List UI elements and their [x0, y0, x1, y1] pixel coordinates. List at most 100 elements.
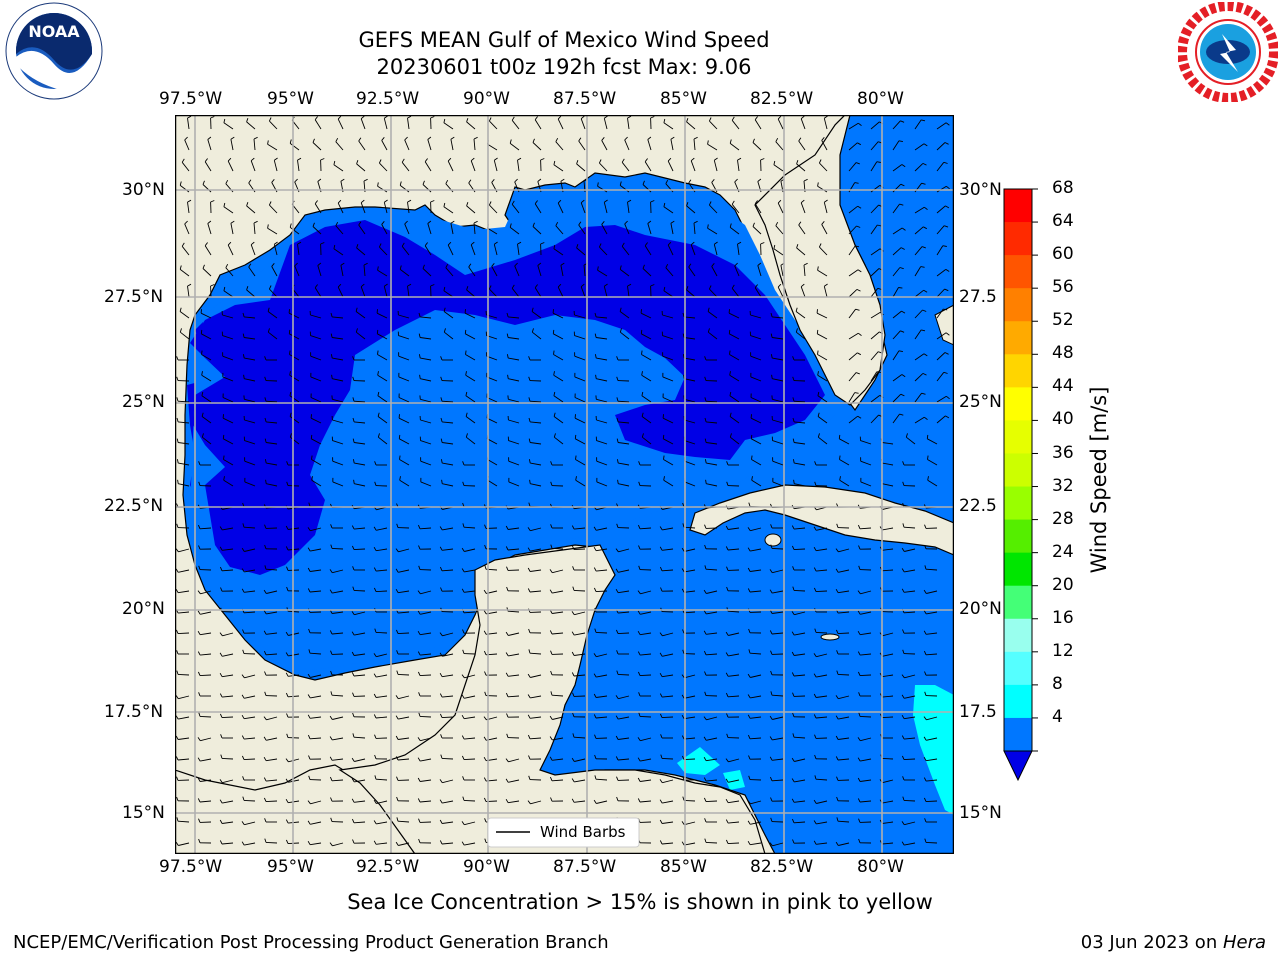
wind-barb: [442, 821, 454, 824]
wind-barb: [222, 335, 234, 340]
wind-barb: [517, 160, 520, 172]
wind-barb-flag: [528, 755, 531, 760]
wind-barb-flag: [857, 142, 862, 146]
wind-barb-flag: [705, 479, 707, 484]
wind-barb: [177, 673, 190, 676]
wind-barb-flag: [902, 481, 905, 486]
wind-barb: [576, 247, 586, 256]
wind-barb-flag: [176, 650, 179, 655]
wind-barb-flag: [377, 391, 380, 396]
wind-barb-flag: [693, 220, 698, 224]
wind-barb: [870, 224, 878, 235]
wind-barb-flag: [945, 122, 950, 126]
wind-barb-flag: [734, 178, 738, 183]
wind-barb-flag: [704, 438, 707, 443]
wind-barb: [420, 398, 432, 403]
wind-barb: [266, 483, 278, 487]
wind-barb: [663, 479, 674, 487]
wind-barb-flag: [351, 651, 355, 656]
wind-barb-flag: [488, 201, 492, 206]
wind-barb-flag: [770, 354, 773, 359]
wind-barb: [729, 143, 740, 151]
wind-barb-flag: [817, 391, 820, 396]
wind-barb: [465, 374, 476, 382]
wind-barb: [553, 416, 564, 424]
wind-barb: [578, 140, 586, 151]
wind-barb-flag: [417, 757, 421, 762]
wind-barb-flag: [650, 200, 655, 203]
wind-barb: [508, 398, 520, 403]
wind-barb: [595, 631, 608, 634]
wind-barb: [580, 286, 586, 298]
wind-barb-flag: [330, 544, 333, 549]
wind-barb-flag: [557, 115, 562, 120]
wind-barb-flag: [604, 115, 608, 119]
wind-barb-flag: [571, 545, 575, 550]
wind-barb: [265, 400, 278, 403]
wind-barb-flag: [835, 568, 839, 573]
wind-barb: [848, 122, 859, 130]
wind-barb-flag: [923, 226, 928, 230]
wind-barb-flag: [900, 393, 905, 397]
wind-barb: [773, 248, 784, 256]
wind-barb-flag: [374, 461, 377, 466]
colorbar-tick-label: 20: [1052, 574, 1074, 595]
wind-barb-flag: [223, 476, 225, 481]
wind-barb-flag: [540, 242, 545, 245]
wind-barb-flag: [857, 651, 861, 656]
wind-barb-flag: [704, 397, 707, 402]
wind-barb: [442, 800, 454, 804]
wind-barb-flag: [560, 262, 565, 266]
wind-barb-flag: [557, 199, 562, 204]
wind-barb: [353, 821, 366, 824]
wind-barb: [443, 206, 454, 214]
wind-barb-flag: [714, 241, 718, 245]
wind-barb-flag: [417, 630, 421, 635]
wind-barb-flag: [693, 136, 698, 140]
wind-barb: [860, 611, 872, 615]
wind-barb-flag: [604, 199, 608, 203]
wind-barb: [642, 436, 652, 445]
wind-barb-flag: [594, 734, 597, 739]
lat-tick: 15°N: [959, 803, 1002, 823]
wind-barb-flag: [855, 245, 860, 248]
wind-barb: [711, 266, 718, 277]
wind-barb-flag: [835, 548, 839, 553]
wind-barb-flag: [731, 284, 735, 289]
wind-barb-flag: [175, 548, 179, 553]
wind-barb-flag: [813, 799, 817, 804]
wind-barb-flag: [219, 840, 223, 845]
wind-barb: [289, 395, 300, 403]
wind-barb-flag: [286, 566, 289, 571]
wind-barb: [199, 674, 212, 677]
wind-barb: [727, 842, 740, 845]
wind-barb: [508, 632, 520, 636]
wind-barb-flag: [360, 283, 365, 288]
wind-barb: [904, 737, 916, 740]
lat-tick: 27.5°N: [104, 287, 164, 307]
wind-barb: [310, 569, 322, 572]
wind-barb-flag: [355, 307, 358, 312]
wind-barb-flag: [440, 376, 443, 381]
wind-barb-flag: [627, 115, 632, 119]
wind-barb-flag: [619, 307, 622, 312]
wind-barb: [450, 223, 454, 235]
wind-barb-flag: [294, 178, 298, 183]
wind-barb-flag: [813, 526, 817, 531]
wind-barb-flag: [264, 438, 267, 443]
wind-barb: [772, 758, 784, 761]
wind-barb-flag: [769, 842, 773, 847]
wind-barb: [574, 800, 586, 803]
wind-barb-flag: [616, 650, 619, 655]
wind-barb-flag: [532, 138, 535, 143]
wind-barb: [178, 548, 190, 553]
wind-barb-flag: [439, 819, 443, 824]
wind-barb-flag: [417, 737, 421, 741]
wind-barb: [311, 459, 322, 466]
wind-barb-flag: [527, 588, 531, 593]
colorbar-tick-label: 68: [1052, 178, 1074, 198]
wind-barb: [794, 653, 806, 656]
wind-barb: [870, 204, 879, 214]
wind-barb: [870, 311, 881, 319]
wind-barb-flag: [373, 799, 377, 804]
